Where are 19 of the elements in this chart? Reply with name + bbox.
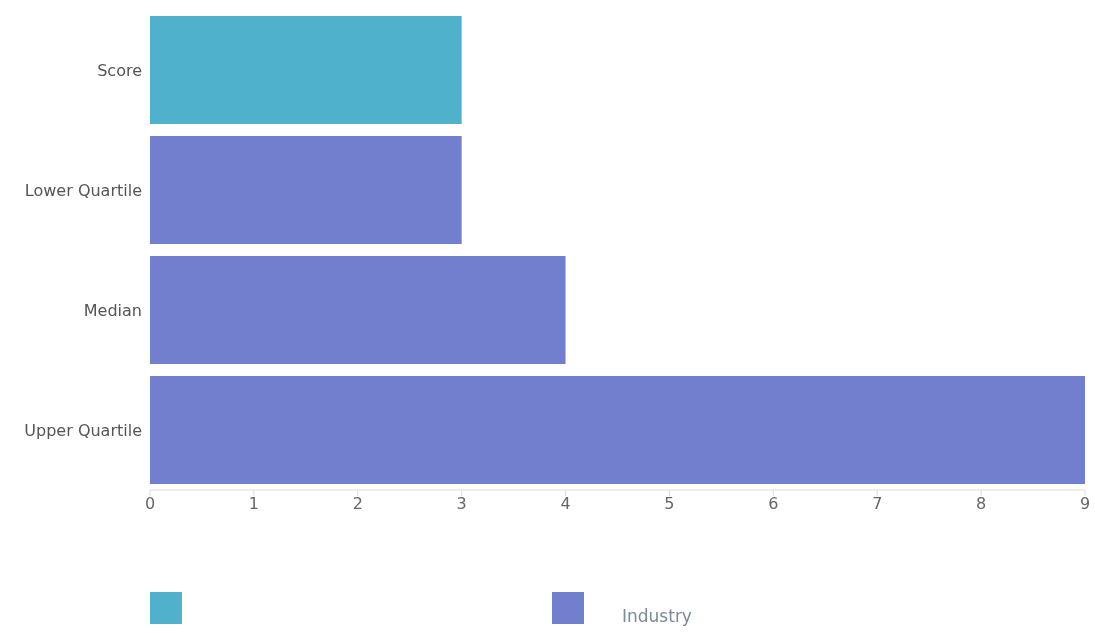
bar xyxy=(150,16,462,124)
y-tick-label: Score xyxy=(97,60,142,80)
bar xyxy=(150,376,1085,484)
x-tick-label: 6 xyxy=(768,494,779,514)
y-tick-label: Lower Quartile xyxy=(24,180,142,200)
bar xyxy=(150,256,566,364)
x-tick-label: 8 xyxy=(976,494,987,514)
x-tick-label: 5 xyxy=(664,494,675,514)
x-tick-label: 4 xyxy=(560,494,571,514)
bar xyxy=(150,136,462,244)
x-tick-label: 2 xyxy=(352,494,363,514)
x-tick-label: 3 xyxy=(456,494,467,514)
legend-label: Industry xyxy=(622,606,692,626)
y-tick-label: Upper Quartile xyxy=(24,420,142,440)
x-tick-label: 9 xyxy=(1079,494,1091,514)
y-tick-label: Median xyxy=(83,300,142,320)
x-tick-label: 7 xyxy=(872,494,883,514)
x-tick-label: 0 xyxy=(144,494,156,514)
x-tick-label: 1 xyxy=(248,494,259,514)
